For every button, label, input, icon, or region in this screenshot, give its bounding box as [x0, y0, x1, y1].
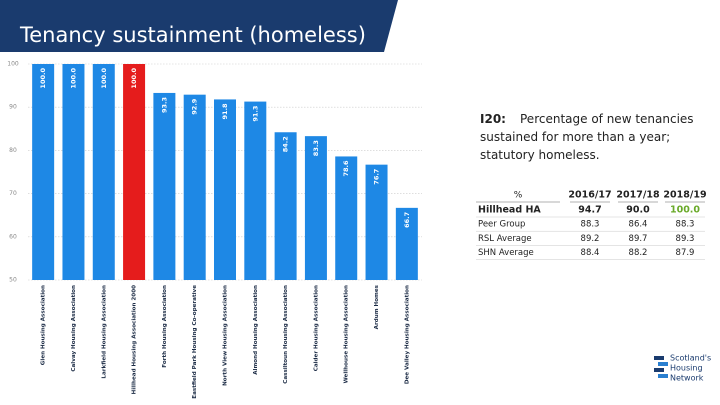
value-label: 84.2 [282, 136, 290, 152]
logo-icon [654, 356, 664, 360]
table-cell: 89.2 [581, 234, 600, 244]
y-tick-label: 50 [9, 277, 17, 284]
table-cell: 94.7 [578, 205, 601, 216]
logo-icon [658, 374, 668, 378]
x-tick-label: Hillhead Housing Association 2000 [132, 285, 138, 395]
table-cell: 89.7 [629, 234, 648, 244]
bar [32, 64, 55, 280]
value-label: 100.0 [69, 68, 77, 89]
bar [123, 64, 146, 280]
bar [365, 164, 388, 280]
x-tick-label: Cassiltoun Housing Association [283, 285, 289, 384]
table-cell: 88.3 [676, 220, 695, 230]
table-cell: 90.0 [626, 205, 650, 216]
table-cell: 88.2 [629, 248, 648, 258]
x-tick-label: Wellhouse Housing Association [344, 285, 350, 383]
description-text: Percentage of new tenancies sustained for… [480, 112, 694, 162]
x-tick-label: Glen Housing Association [41, 285, 47, 365]
table-header: 2016/17 [568, 190, 611, 201]
y-tick-label: 100 [7, 61, 19, 68]
bar [274, 132, 297, 280]
bar [183, 94, 206, 280]
bar [304, 136, 327, 280]
y-tick-label: 80 [9, 147, 17, 154]
logo: Scotland's Housing Network [654, 354, 711, 383]
table-header: % [514, 191, 523, 201]
table-header: 2018/19 [663, 190, 706, 201]
row-label: Hillhead HA [478, 205, 541, 216]
logo-text: Network [670, 374, 704, 383]
bar [214, 99, 236, 280]
value-label: 100.0 [100, 68, 108, 89]
row-label: SHN Average [478, 248, 534, 258]
value-label: 100.0 [130, 68, 138, 89]
x-tick-label: Calvay Housing Association [71, 285, 77, 372]
table-cell: 88.3 [581, 220, 600, 230]
x-tick-label: Ardum Homes [374, 284, 380, 329]
x-tick-label: Calder Housing Association [313, 285, 319, 371]
value-label: 93.3 [160, 97, 168, 113]
y-tick-label: 60 [9, 233, 17, 240]
bar [153, 92, 176, 280]
table: % 2016/17 2017/18 2018/19 Hillhead HA 94.7 90.… [476, 190, 707, 260]
row-label: Peer Group [478, 220, 525, 230]
value-label: 100.0 [39, 68, 47, 89]
value-label: 78.6 [342, 160, 350, 177]
value-label: 91.8 [221, 103, 229, 120]
x-tick-label: North View Housing Association [223, 285, 229, 386]
logo-icon [658, 362, 668, 366]
table-header: 2017/18 [616, 190, 660, 201]
x-tick-label: Dee Valley Housing Association [404, 285, 410, 384]
description: I20: [480, 112, 506, 126]
x-tick-label: Larkfield Housing Association [101, 285, 107, 379]
bar [62, 64, 85, 280]
value-label: 83.3 [312, 140, 320, 156]
value-label: 91.3 [251, 106, 259, 122]
table-cell: 100.0 [670, 205, 700, 216]
bar [335, 156, 358, 280]
y-tick-label: 70 [9, 190, 17, 197]
chart: 50 60 70 80 90 100 100.0 Glen Housing Associati… [7, 61, 422, 399]
x-tick-label: Eastfield Park Housing Co-operative [192, 285, 198, 399]
table-cell: 88.4 [581, 248, 600, 258]
description-body: Percentage of new tenancies sustained for… [480, 112, 694, 162]
value-label: 92.9 [191, 98, 199, 115]
x-tick-label: Almond Housing Association [253, 285, 259, 375]
page-title: Tenancy sustainment (homeless) [19, 23, 366, 47]
x-tick-label: Forth Housing Association [162, 285, 168, 368]
table-cell: 86.4 [629, 220, 648, 230]
bar [244, 101, 267, 280]
logo-icon [654, 368, 664, 372]
y-tick-label: 90 [9, 104, 17, 111]
table-cell: 87.9 [676, 248, 695, 258]
description-code: I20: [480, 112, 506, 126]
logo-text: Housing [670, 364, 703, 373]
header-band [0, 0, 398, 52]
value-label: 66.7 [403, 212, 411, 228]
bar [395, 207, 418, 280]
row-label: RSL Average [478, 234, 532, 244]
table-cell: 89.3 [676, 234, 695, 244]
logo-text: Scotland's [670, 354, 711, 363]
value-label: 76.7 [373, 169, 381, 185]
bar [92, 64, 115, 280]
